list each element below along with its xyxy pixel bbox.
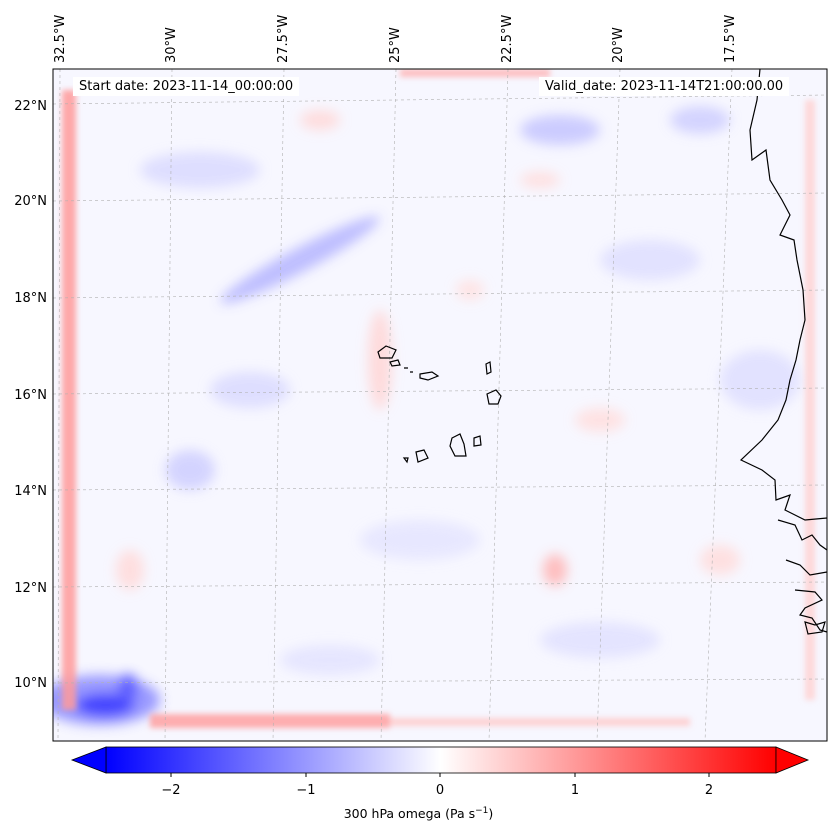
lat-label: 18°N: [14, 291, 47, 306]
colorbar-caption-text: 300 hPa omega (Pa s: [343, 806, 476, 822]
lon-label: 27.5°W: [276, 14, 291, 63]
colorbar-tick-label: −2: [161, 783, 181, 798]
lon-label: 20°W: [611, 27, 626, 63]
lat-label: 20°N: [14, 194, 47, 209]
lat-label: 14°N: [14, 484, 47, 499]
lon-label: 30°W: [164, 27, 179, 63]
lat-label: 22°N: [14, 99, 47, 114]
gridlines: [52, 68, 828, 742]
lon-label: 22.5°W: [500, 14, 515, 63]
colorbar-min-extend: [70, 746, 107, 774]
coastline: [739, 68, 828, 635]
colorbar: [70, 746, 810, 777]
lat-label: 16°N: [14, 388, 47, 403]
lon-label: 25°W: [388, 27, 403, 63]
lon-label: 32.5°W: [53, 14, 68, 63]
colorbar-caption-close: ): [488, 806, 494, 822]
colorbar-caption: 300 hPa omega (Pa s−1): [0, 806, 837, 821]
map-frame: [52, 68, 828, 742]
lat-label: 10°N: [14, 676, 47, 691]
lon-label: 17.5°W: [723, 14, 738, 63]
colorbar-tick-label: −1: [296, 783, 316, 798]
cape-verde-islands: [377, 345, 502, 464]
colorbar-tick-label: 1: [570, 783, 580, 798]
start-date-label: Start date: 2023-11-14_00:00:00: [73, 77, 300, 96]
colorbar-caption-exponent: −1: [475, 806, 489, 816]
lat-label: 12°N: [14, 581, 47, 596]
omega-field: [53, 69, 827, 741]
valid-date-label: Valid_date: 2023-11-14T21:00:00.00: [539, 77, 790, 96]
colorbar-tick-label: 0: [435, 783, 445, 798]
colorbar-max-extend: [775, 746, 810, 774]
colorbar-tick-label: 2: [704, 783, 714, 798]
